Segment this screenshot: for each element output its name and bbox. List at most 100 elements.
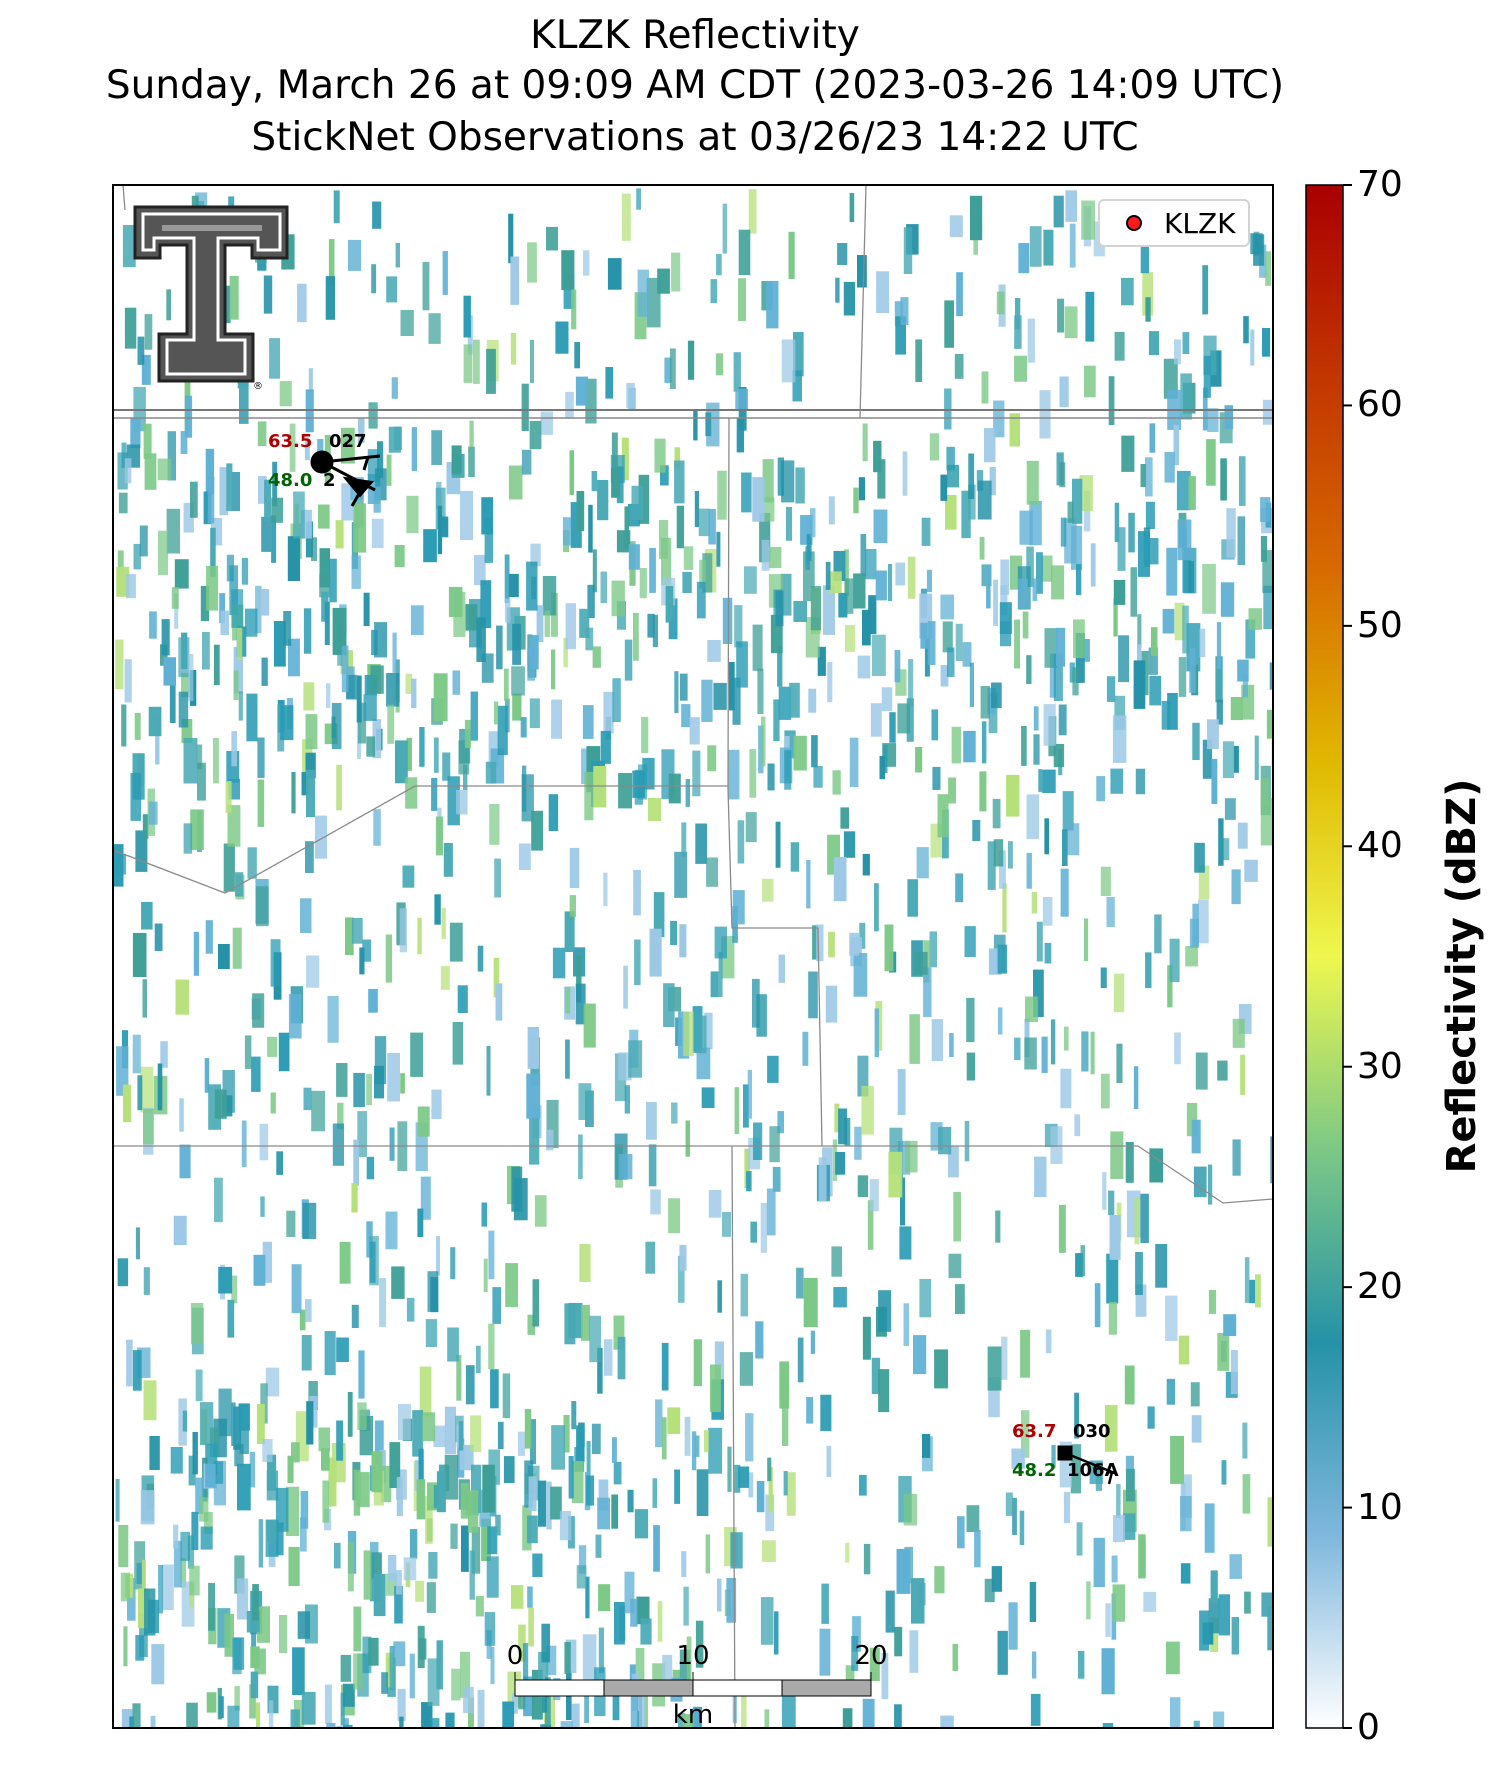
reflectivity-cell <box>1027 318 1035 363</box>
reflectivity-cell <box>427 1271 439 1312</box>
reflectivity-cell <box>668 773 681 804</box>
reflectivity-cell <box>385 1652 393 1688</box>
reflectivity-cell <box>229 275 239 320</box>
reflectivity-cell <box>247 847 257 879</box>
reflectivity-cell <box>178 691 189 728</box>
reflectivity-cell <box>343 1724 353 1728</box>
reflectivity-cell <box>684 1416 691 1456</box>
reflectivity-cell <box>598 1627 604 1674</box>
reflectivity-cell <box>527 647 535 681</box>
reflectivity-cell <box>140 1490 155 1525</box>
reflectivity-cell <box>678 1713 686 1728</box>
reflectivity-cell <box>389 1127 395 1161</box>
reflectivity-cell <box>269 338 280 379</box>
reflectivity-cell <box>436 1640 443 1690</box>
reflectivity-cell <box>134 712 141 740</box>
reflectivity-cell <box>909 1630 919 1673</box>
reflectivity-cell <box>517 1431 525 1456</box>
reflectivity-cell <box>740 1273 748 1317</box>
reflectivity-cell <box>485 761 497 784</box>
reflectivity-cell <box>899 1226 912 1260</box>
reflectivity-cell <box>1114 695 1126 730</box>
reflectivity-cell <box>1026 852 1032 889</box>
reflectivity-cell <box>1076 1522 1083 1556</box>
reflectivity-cell <box>492 1287 502 1324</box>
reflectivity-cell <box>1178 1335 1190 1365</box>
county-boundaries <box>113 185 1273 1728</box>
colorbar-title: Reflectivity (dBZ) <box>1439 778 1485 1174</box>
reflectivity-cell <box>276 1151 283 1175</box>
reflectivity-cell <box>862 609 871 646</box>
reflectivity-cell <box>121 442 127 468</box>
reflectivity-cell <box>253 1254 266 1286</box>
reflectivity-cell <box>661 537 672 586</box>
reflectivity-cell <box>862 1698 875 1728</box>
reflectivity-cell <box>233 1637 245 1670</box>
reflectivity-cell <box>357 417 365 443</box>
reflectivity-cell <box>124 458 132 484</box>
reflectivity-cell <box>1222 741 1235 778</box>
reflectivity-cell <box>565 1639 577 1673</box>
reflectivity-cell <box>249 1684 256 1719</box>
reflectivity-cell <box>676 505 684 549</box>
reflectivity-cell <box>510 332 517 365</box>
reflectivity-cell <box>1174 1032 1181 1065</box>
reflectivity-cell <box>744 566 757 594</box>
reflectivity-cell <box>578 1545 587 1574</box>
reflectivity-cell <box>1002 883 1007 933</box>
reflectivity-cell <box>682 571 692 593</box>
reflectivity-cell <box>838 1108 848 1145</box>
reflectivity-cell <box>1049 653 1056 698</box>
reflectivity-cell <box>748 189 757 234</box>
reflectivity-cell <box>1243 316 1249 344</box>
reflectivity-cell <box>192 1432 198 1475</box>
reflectivity-cell <box>1044 818 1049 855</box>
reflectivity-cell <box>135 1227 140 1260</box>
scale-tick-0: 0 <box>506 1641 524 1671</box>
reflectivity-cell <box>1025 996 1038 1023</box>
reflectivity-cell <box>885 1590 895 1633</box>
reflectivity-cell <box>204 1058 210 1093</box>
reflectivity-cell <box>595 1534 602 1558</box>
reflectivity-cell <box>949 215 963 238</box>
reflectivity-cell <box>714 926 727 959</box>
reflectivity-cell <box>1105 1603 1111 1637</box>
reflectivity-cell <box>764 497 775 522</box>
reflectivity-cell <box>857 655 871 679</box>
reflectivity-cell <box>288 638 300 677</box>
reflectivity-cell <box>589 1315 601 1363</box>
reflectivity-cell <box>1081 200 1095 240</box>
reflectivity-cell <box>716 531 721 567</box>
reflectivity-cell <box>575 376 588 406</box>
reflectivity-cell <box>319 548 330 588</box>
reflectivity-cell <box>190 809 204 850</box>
reflectivity-cell <box>1084 365 1096 398</box>
reflectivity-cell <box>120 1572 130 1602</box>
reflectivity-cell <box>442 251 448 295</box>
reflectivity-cell <box>1189 647 1196 693</box>
reflectivity-cell <box>966 1052 976 1081</box>
reflectivity-cell <box>760 716 766 767</box>
reflectivity-cell <box>306 955 320 988</box>
reflectivity-cell <box>166 508 180 554</box>
reflectivity-cell <box>803 1277 818 1328</box>
reflectivity-cell <box>704 1012 713 1050</box>
reflectivity-cell <box>934 1566 945 1594</box>
reflectivity-cell <box>371 264 377 294</box>
reflectivity-cell <box>923 967 932 1017</box>
reflectivity-cell <box>1113 1515 1126 1543</box>
reflectivity-cell <box>1090 1031 1095 1075</box>
reflectivity-cell <box>419 1366 432 1417</box>
reflectivity-cell <box>705 1534 711 1574</box>
reflectivity-cell <box>464 719 471 748</box>
reflectivity-cell <box>196 744 203 770</box>
reflectivity-cell <box>1126 1468 1135 1502</box>
reflectivity-cell <box>1166 1378 1176 1405</box>
reflectivity-cell <box>461 1525 469 1572</box>
reflectivity-cell <box>717 1578 722 1612</box>
reflectivity-cell <box>803 551 815 602</box>
reflectivity-cell <box>132 1703 141 1728</box>
reflectivity-cell <box>226 463 233 511</box>
reflectivity-cell <box>132 932 147 977</box>
reflectivity-cell <box>1260 497 1271 523</box>
